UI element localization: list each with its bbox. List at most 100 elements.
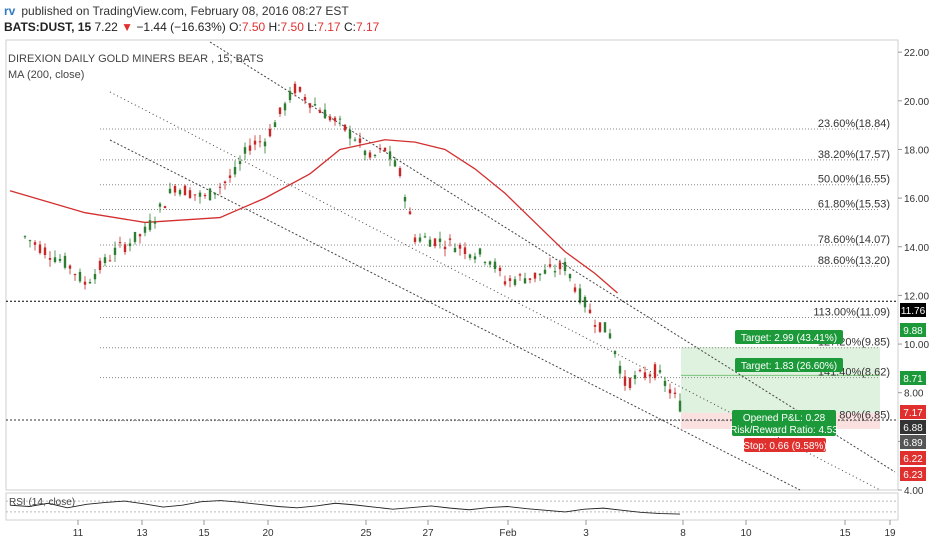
candle-body (343, 124, 347, 131)
target-1-box[interactable] (735, 330, 843, 344)
candle-body (613, 350, 617, 355)
y-tick-label: 18.00 (904, 145, 929, 156)
fib-level-label: 23.60%(18.84) (818, 118, 890, 130)
candle-body (168, 188, 172, 194)
symbol-label[interactable]: BATS:DUST, 15 (4, 20, 92, 34)
candle-body (358, 138, 362, 143)
candle-body (253, 140, 257, 145)
fib-level-label: 80%(6.85) (839, 410, 890, 422)
candle-body (223, 181, 227, 184)
price-tag (900, 323, 926, 337)
open-value: 7.50 (241, 20, 266, 34)
candle-body (228, 175, 232, 178)
y-tick-label: 14.00 (904, 243, 929, 254)
candle-body (123, 244, 127, 253)
candle-body (233, 166, 237, 175)
channel-line (209, 41, 896, 473)
candle-body (393, 160, 397, 167)
x-tick-label: 19 (884, 528, 896, 539)
candle-body (98, 260, 102, 270)
target-zone (681, 346, 880, 413)
candle-body (443, 246, 447, 250)
candle-body (113, 247, 117, 255)
candle-body (578, 288, 582, 303)
candle-body (43, 247, 47, 255)
pnl-box-text: Opened P&L: 0.28 (743, 413, 826, 424)
candle-body (523, 278, 527, 284)
candle-body (138, 234, 142, 237)
candle-body (678, 400, 682, 412)
candle-body (378, 147, 382, 150)
candle-body (623, 376, 627, 386)
tradingview-logo[interactable]: rv (4, 4, 16, 18)
price-tag (900, 435, 926, 449)
candle-body (658, 370, 662, 373)
candle-body (33, 242, 37, 245)
candle-body (418, 237, 422, 242)
candle-body (218, 186, 222, 188)
candle-body (633, 375, 637, 379)
close-label: C: (343, 20, 356, 34)
candle-body (488, 261, 492, 265)
candle-body (398, 168, 402, 177)
high-label: H: (268, 20, 281, 34)
price-tag-text: 6.22 (903, 454, 923, 465)
candle-body (543, 269, 547, 274)
candle-body (403, 197, 407, 202)
x-tick-label: 20 (262, 528, 274, 539)
candle-body (333, 117, 337, 122)
candle-body (288, 91, 292, 101)
candle-body (323, 109, 327, 119)
low-value: 7.17 (317, 20, 341, 34)
candle-body (178, 190, 182, 195)
candle-body (533, 272, 537, 279)
candle-body (63, 255, 67, 268)
candle-body (53, 257, 57, 263)
channel-line (109, 91, 881, 491)
target-2-box[interactable] (735, 358, 843, 372)
candle-body (573, 287, 577, 292)
candle-body (463, 247, 467, 254)
rsi-label[interactable]: RSI (14, close) (9, 497, 75, 508)
y-tick-label: 8.00 (904, 389, 924, 400)
candle-body (518, 274, 522, 276)
publish-line: rv published on TradingView.com, February… (4, 4, 349, 18)
down-arrow-icon: ▼ (121, 20, 134, 34)
candle-body (598, 322, 602, 332)
ma-indicator-label[interactable]: MA (200, close) (8, 69, 84, 81)
x-tick-label: 27 (422, 528, 434, 539)
main-pane-border (5, 39, 899, 491)
candle-body (558, 262, 562, 270)
fib-level-label: 38.20%(17.57) (818, 149, 890, 161)
rsi-pane-border (5, 492, 899, 521)
y-tick-label: 16.00 (904, 194, 929, 205)
candle-body (363, 150, 367, 156)
candle-body (643, 372, 647, 378)
candle-body (663, 380, 667, 387)
candle-body (453, 247, 457, 253)
candle-body (468, 254, 472, 258)
candle-body (188, 190, 192, 199)
price-tag-text: 9.88 (903, 326, 923, 337)
candle-body (258, 141, 262, 143)
x-tick-label: Feb (499, 528, 517, 539)
y-tick-label: 20.00 (904, 97, 929, 108)
candle-body (483, 262, 487, 264)
candle-body (603, 322, 607, 333)
candle-body (303, 96, 307, 101)
candle-body (158, 203, 162, 207)
candle-body (58, 258, 62, 261)
candle-body (83, 281, 87, 285)
fib-level-label: 50.00%(16.55) (818, 174, 890, 186)
candle-body (78, 271, 82, 282)
y-tick-label: 10.00 (904, 340, 929, 351)
stop-box[interactable] (744, 438, 826, 452)
price-tag (900, 420, 926, 434)
candle-body (328, 116, 332, 121)
candle-body (513, 279, 517, 285)
candle-body (473, 256, 477, 260)
candle-body (283, 103, 287, 111)
candle-body (433, 238, 437, 247)
pnl-box[interactable] (732, 410, 836, 436)
